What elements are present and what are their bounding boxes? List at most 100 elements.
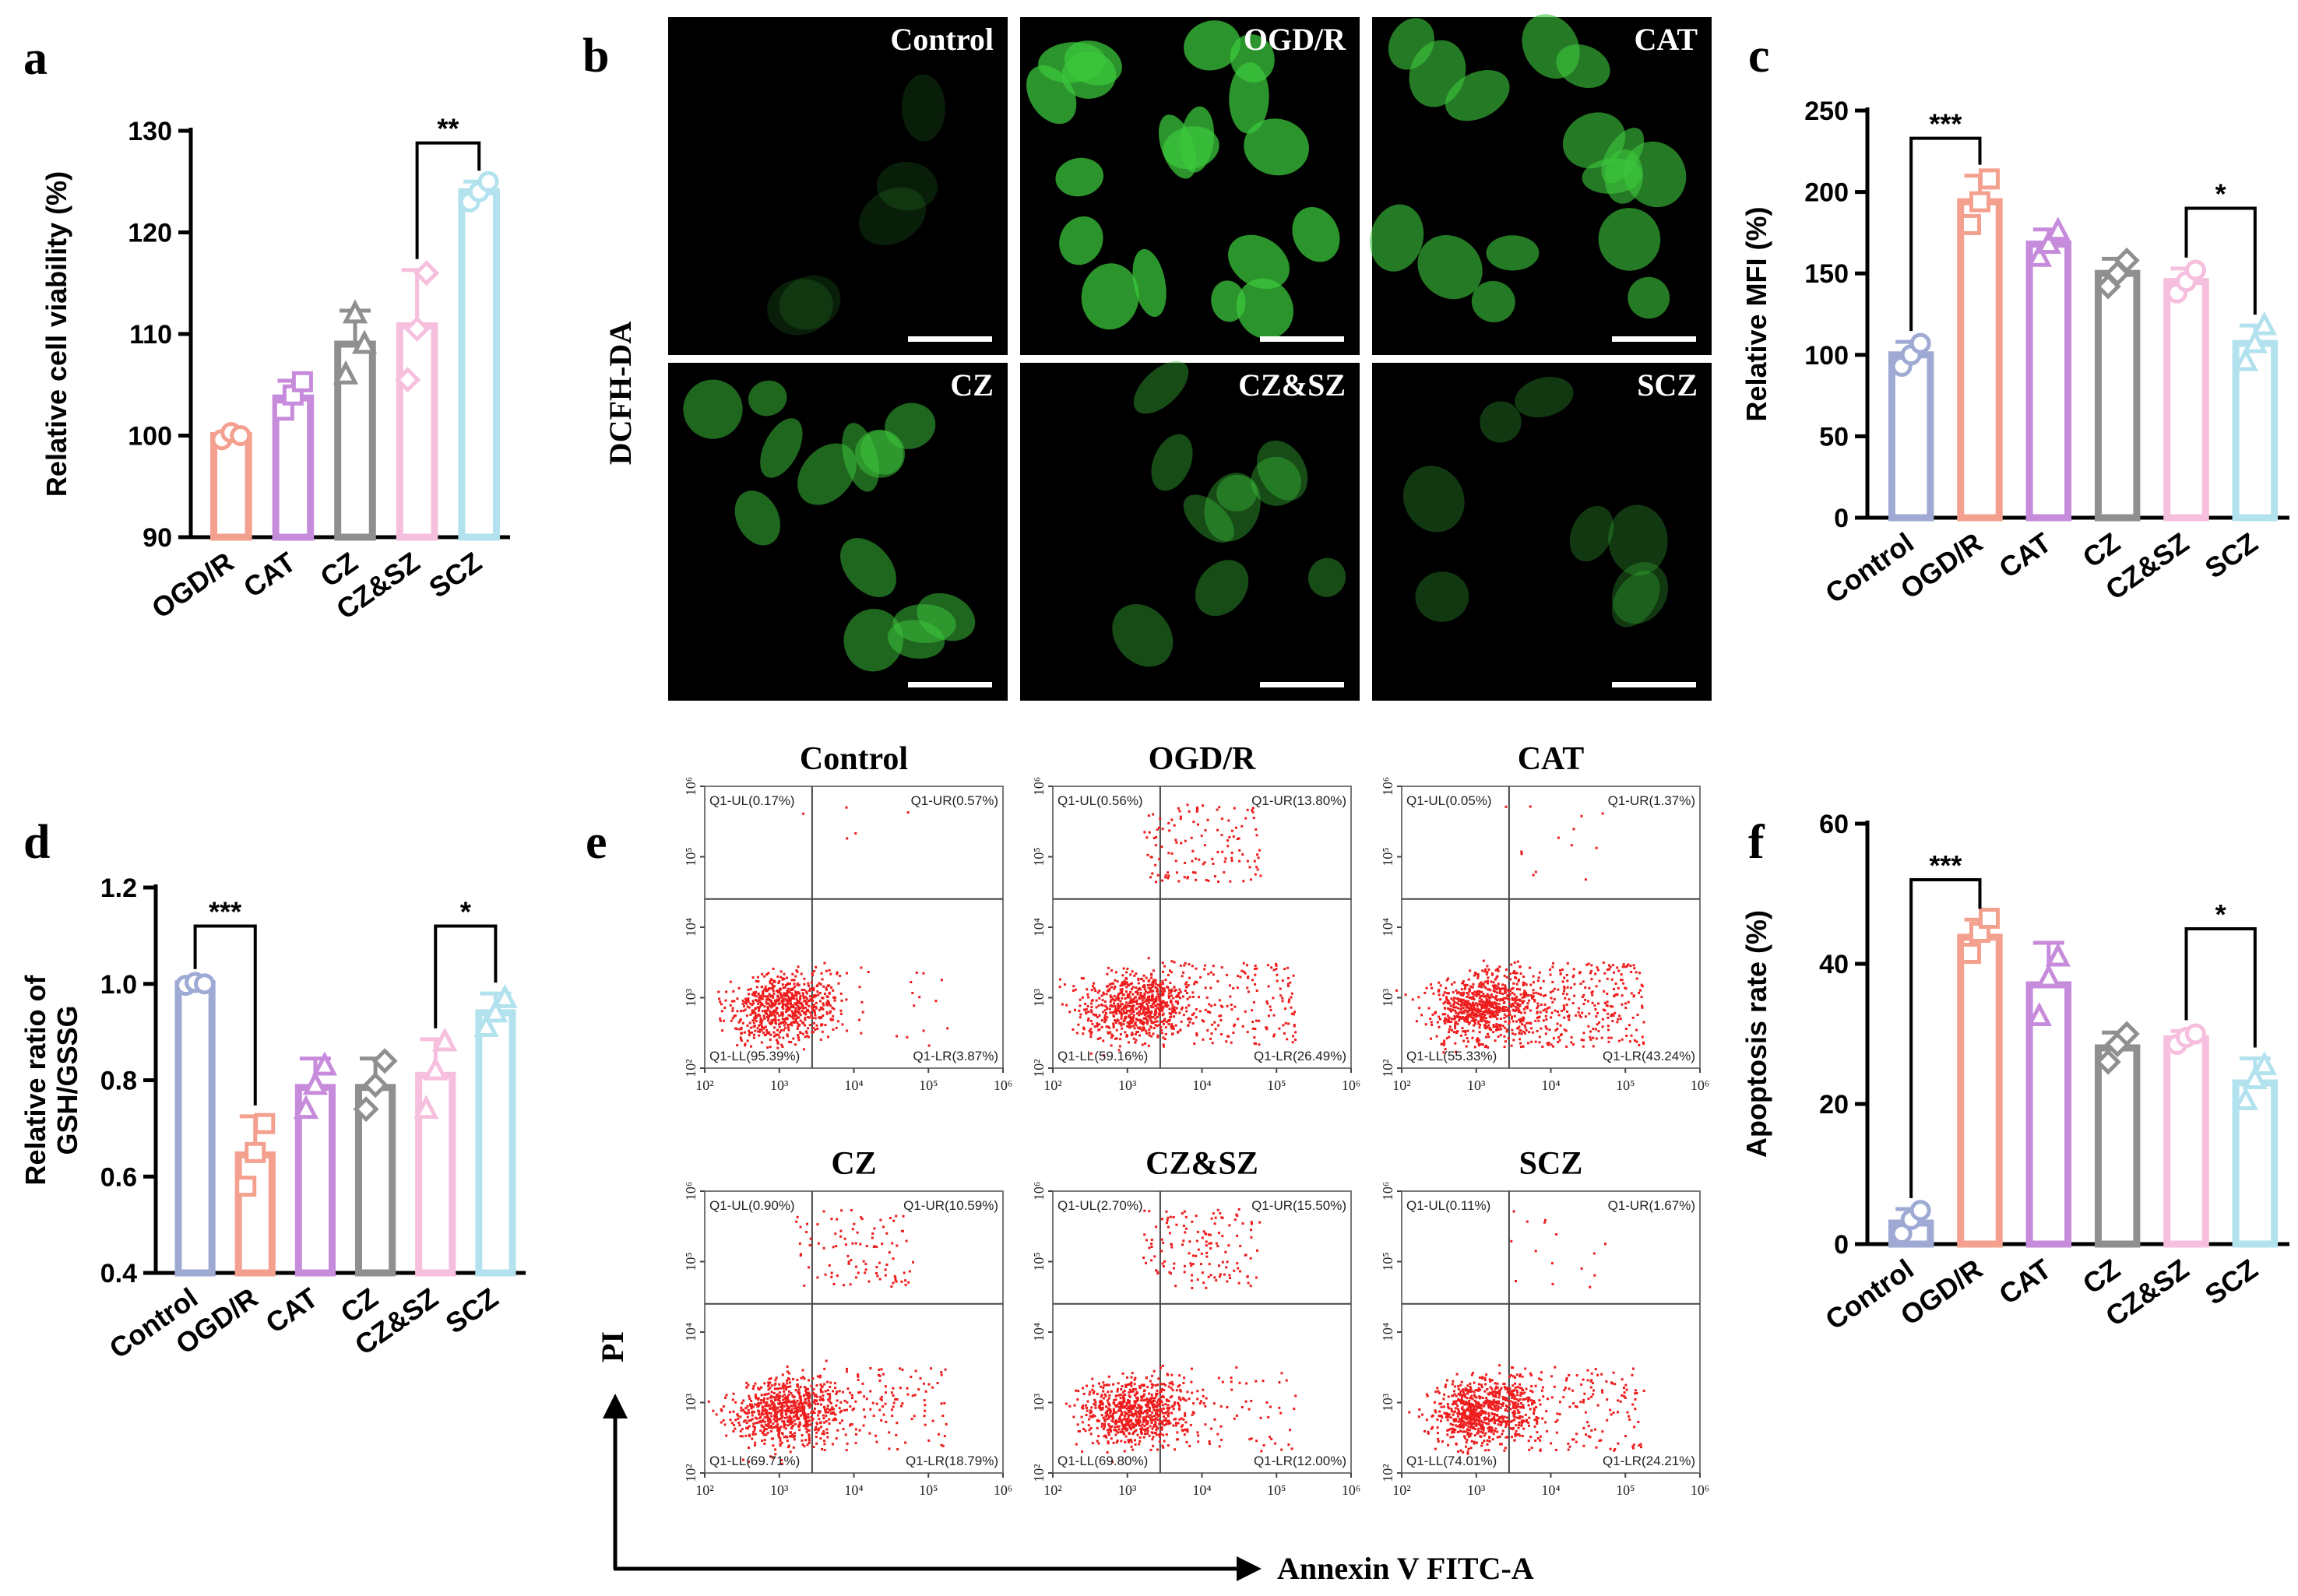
event-dot (1480, 1020, 1483, 1023)
quadrant-label-ur: Q1-UR(13.80%) (1251, 793, 1346, 808)
event-dot (1123, 1406, 1126, 1409)
event-dot (830, 1275, 833, 1278)
event-dot (1213, 1004, 1216, 1007)
event-dot (1142, 1390, 1145, 1393)
event-dot (762, 993, 765, 996)
event-dot (723, 1423, 727, 1426)
data-point (2045, 942, 2071, 967)
event-dot (1480, 981, 1483, 984)
event-dot (1132, 1431, 1135, 1434)
event-dot (1502, 1010, 1505, 1012)
event-dot (1125, 1011, 1128, 1014)
event-dot (1559, 972, 1562, 976)
event-dot (1431, 1024, 1433, 1026)
significance-bracket (2184, 206, 2257, 315)
event-dot (1470, 986, 1473, 989)
event-dot (760, 986, 763, 989)
event-dot (1090, 1009, 1093, 1012)
event-dot (1182, 1239, 1185, 1243)
event-dot (1514, 976, 1516, 979)
event-dot (865, 1397, 868, 1401)
event-dot (1118, 1038, 1121, 1041)
event-dot (1265, 1026, 1268, 1029)
event-dot (742, 1009, 745, 1012)
event-dot (1150, 1035, 1153, 1038)
event-dot (907, 1281, 910, 1284)
event-dot (1483, 1025, 1487, 1028)
event-dot (1455, 1021, 1458, 1024)
event-dot (813, 1011, 816, 1014)
event-dot (1102, 1381, 1105, 1384)
event-dot (940, 1443, 943, 1447)
event-dot (845, 998, 848, 1001)
event-dot (1290, 996, 1293, 999)
event-dot (1109, 1411, 1112, 1415)
event-dot (1602, 961, 1605, 964)
event-dot (1122, 1397, 1125, 1399)
event-dot (1118, 1022, 1121, 1025)
event-dot (1146, 1405, 1149, 1408)
event-dot (1503, 1016, 1506, 1019)
event-dot (783, 1393, 786, 1396)
event-dot (1158, 999, 1161, 1002)
event-dot (1483, 1005, 1487, 1008)
event-dot (811, 988, 814, 991)
event-dot (820, 1016, 823, 1019)
event-dot (888, 1431, 891, 1434)
event-dot (787, 998, 790, 1001)
event-dot (1092, 1013, 1095, 1016)
event-dot (1092, 985, 1094, 988)
event-dot (787, 1444, 790, 1447)
event-dot (1154, 1012, 1157, 1015)
cell (1611, 571, 1660, 628)
event-dot (1462, 1039, 1466, 1042)
event-dot (771, 1456, 774, 1459)
event-dot (1168, 1007, 1171, 1011)
event-dot (1134, 996, 1137, 999)
event-dot (1395, 989, 1398, 992)
event-dot (1126, 1004, 1129, 1007)
event-dot (769, 1046, 772, 1049)
event-dot (858, 1018, 861, 1021)
event-dot (792, 1004, 795, 1007)
event-dot (744, 1434, 748, 1437)
event-dot (1137, 1422, 1140, 1425)
event-dot (1197, 1440, 1200, 1443)
event-dot (1125, 1035, 1128, 1037)
event-dot (1232, 986, 1235, 990)
event-dot (832, 1412, 835, 1415)
event-dot (1082, 1404, 1085, 1407)
event-dot (1612, 1014, 1615, 1017)
event-dot (822, 1406, 825, 1409)
event-dot (1161, 961, 1164, 965)
event-dot (1127, 1409, 1130, 1412)
event-dot (919, 1376, 922, 1380)
event-dot (1505, 968, 1508, 971)
event-dot (804, 996, 808, 999)
event-dot (1146, 997, 1149, 1000)
event-dot (773, 1426, 776, 1429)
event-dot (1082, 1028, 1086, 1031)
event-dot (1138, 1034, 1141, 1037)
event-dot (744, 1042, 747, 1046)
event-dot (749, 1013, 752, 1016)
event-dot (786, 1397, 789, 1400)
event-dot (1191, 991, 1195, 994)
event-dot (775, 1425, 777, 1428)
event-dot (882, 1373, 885, 1376)
event-dot (1443, 1042, 1446, 1045)
event-dot (764, 1009, 766, 1012)
data-point (235, 1176, 257, 1197)
event-dot (1212, 863, 1215, 865)
event-dot (1495, 1007, 1498, 1011)
event-dot (1146, 1401, 1149, 1404)
event-dot (890, 1408, 893, 1411)
event-dot (1149, 1017, 1152, 1020)
event-dot (1161, 1014, 1164, 1017)
event-dot (1456, 992, 1459, 995)
event-dot (1250, 1229, 1252, 1232)
event-dot (819, 1403, 822, 1406)
event-dot (1173, 1262, 1176, 1265)
event-dot (776, 1028, 779, 1032)
event-dot (1455, 1015, 1459, 1018)
